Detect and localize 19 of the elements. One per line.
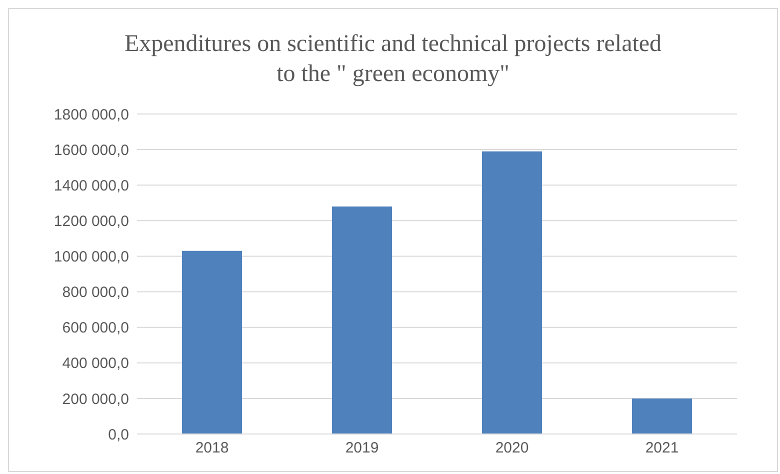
- y-tick-label: 200 000,0: [62, 390, 129, 408]
- bar: [632, 398, 692, 434]
- y-tick-label: 1200 000,0: [54, 212, 129, 230]
- y-tick-label: 1800 000,0: [54, 106, 129, 124]
- chart-title: Expenditures on scientific and technical projects related to the " green economy": [123, 30, 663, 89]
- y-tick-label: 600 000,0: [62, 320, 129, 337]
- y-tick-label: 1400 000,0: [54, 177, 129, 194]
- y-tick-label: 0,0: [108, 426, 129, 444]
- x-tick-label: 2018: [195, 440, 229, 457]
- x-tick-label: 2019: [345, 440, 379, 457]
- y-tick-label: 800 000,0: [62, 284, 129, 302]
- bar: [182, 250, 242, 434]
- bar: [482, 151, 542, 434]
- bar: [332, 206, 392, 434]
- x-tick-label: 2021: [645, 440, 679, 457]
- y-tick-label: 400 000,0: [62, 355, 129, 372]
- y-tick-label: 1600 000,0: [54, 142, 129, 159]
- x-tick-label: 2020: [495, 440, 529, 457]
- y-tick-label: 1000 000,0: [54, 248, 129, 266]
